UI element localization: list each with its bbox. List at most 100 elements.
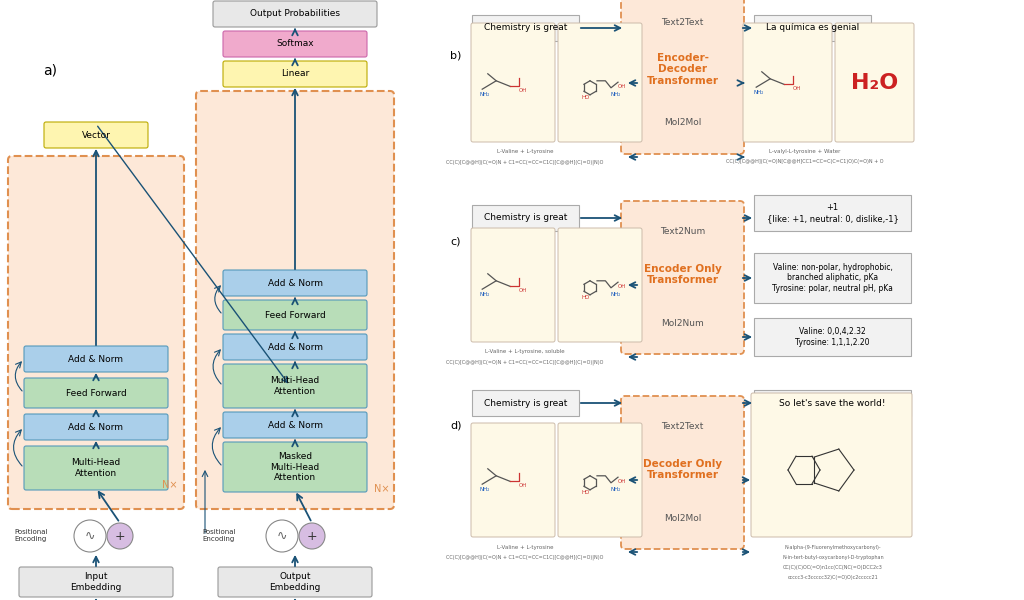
FancyBboxPatch shape [24,446,168,490]
FancyBboxPatch shape [835,23,914,142]
FancyBboxPatch shape [223,412,367,438]
FancyBboxPatch shape [621,396,744,549]
FancyBboxPatch shape [471,228,555,342]
Text: Add & Norm: Add & Norm [267,421,323,430]
FancyBboxPatch shape [472,15,579,41]
Text: OH: OH [793,86,801,91]
FancyBboxPatch shape [218,567,372,597]
Text: b): b) [450,50,462,60]
Text: Vector: Vector [82,130,111,139]
Text: N-alpha-(9-Fluorenylmethoxycarbonyl)-: N-alpha-(9-Fluorenylmethoxycarbonyl)- [784,545,882,550]
FancyBboxPatch shape [196,91,394,509]
Text: Mol2Mol: Mol2Mol [664,118,701,127]
FancyBboxPatch shape [754,318,911,356]
FancyBboxPatch shape [472,390,579,416]
FancyBboxPatch shape [754,195,911,231]
Text: Feed Forward: Feed Forward [66,389,126,397]
Text: NH₂: NH₂ [754,90,764,95]
Text: CC(C)[C@@H](C(=O)N[C@@H]CC1=CC=C(C=C1)O)C(=O)N + O: CC(C)[C@@H](C(=O)N[C@@H]CC1=CC=C(C=C1)O)… [726,160,884,164]
Text: +1
{like: +1, neutral: 0, dislike,-1}: +1 {like: +1, neutral: 0, dislike,-1} [767,203,898,223]
FancyBboxPatch shape [223,442,367,492]
Text: L-Valine + L-tyrosine: L-Valine + L-tyrosine [497,545,553,550]
FancyBboxPatch shape [751,393,912,537]
Text: N×: N× [162,480,178,490]
Text: Add & Norm: Add & Norm [69,422,124,431]
Text: Masked
Multi-Head
Attention: Masked Multi-Head Attention [270,452,319,482]
Text: CC(C)[C@@H](C(=O)N + C1=CC(=CC=C1C)[C@@H](C(=O)|N)O: CC(C)[C@@H](C(=O)N + C1=CC(=CC=C1C)[C@@H… [446,554,604,560]
FancyBboxPatch shape [754,15,871,41]
Text: c): c) [450,237,461,247]
FancyBboxPatch shape [471,423,555,537]
FancyBboxPatch shape [223,31,367,57]
Text: Add & Norm: Add & Norm [267,343,323,352]
Text: NH₂: NH₂ [610,487,621,492]
Text: Valine: non-polar, hydrophobic,
branched aliphatic, pKa
Tyrosine: polar, neutral: Valine: non-polar, hydrophobic, branched… [772,263,893,293]
FancyBboxPatch shape [19,567,173,597]
Text: Text2Num: Text2Num [659,227,706,236]
FancyBboxPatch shape [223,334,367,360]
FancyBboxPatch shape [223,61,367,87]
Text: N×: N× [374,484,390,494]
FancyBboxPatch shape [558,228,642,342]
Text: NH₂: NH₂ [610,92,621,97]
Text: OH: OH [518,483,527,488]
FancyBboxPatch shape [223,364,367,408]
Text: NH₂: NH₂ [480,292,490,297]
Text: OH: OH [618,284,627,289]
Text: Add & Norm: Add & Norm [69,355,124,364]
FancyBboxPatch shape [223,270,367,296]
FancyBboxPatch shape [213,1,377,27]
Text: OH: OH [618,479,627,484]
Text: HO: HO [582,295,590,300]
Text: Chemistry is great: Chemistry is great [483,398,567,407]
Text: Multi-Head
Attention: Multi-Head Attention [72,458,121,478]
Text: Positional
Encoding: Positional Encoding [14,529,47,542]
Text: Decoder Only
Transformer: Decoder Only Transformer [643,459,722,481]
Text: OH: OH [518,288,527,293]
Text: Encoder Only
Transformer: Encoder Only Transformer [643,264,722,286]
Text: Text2Text: Text2Text [662,19,703,28]
Circle shape [106,523,133,549]
Text: Chemistry is great: Chemistry is great [483,214,567,223]
Text: OH: OH [618,84,627,89]
FancyBboxPatch shape [558,23,642,142]
Text: HO: HO [582,490,590,495]
Text: Input
Embedding: Input Embedding [71,572,122,592]
Text: Mol2Num: Mol2Num [662,319,703,328]
Text: L-valyl-L-tyrosine + Water: L-valyl-L-tyrosine + Water [769,149,841,154]
Text: Softmax: Softmax [276,40,313,49]
Text: Add & Norm: Add & Norm [267,278,323,287]
Text: Linear: Linear [281,70,309,79]
Text: Valine: 0,0,4,2.32
Tyrosine: 1,1,1,2.20: Valine: 0,0,4,2.32 Tyrosine: 1,1,1,2.20 [796,328,869,347]
FancyBboxPatch shape [471,23,555,142]
Text: So let's save the world!: So let's save the world! [779,398,886,407]
Text: +: + [115,529,125,542]
Text: CC(C)[C@@H](C(=O)N + C1=CC(=CC=C1C)[C@@H](C(=O)|N)O: CC(C)[C@@H](C(=O)N + C1=CC(=CC=C1C)[C@@H… [446,159,604,165]
Text: Chemistry is great: Chemistry is great [483,23,567,32]
Text: Text2Text: Text2Text [662,422,703,431]
FancyBboxPatch shape [621,201,744,354]
Text: a): a) [43,63,57,77]
Text: NH₂: NH₂ [610,292,621,297]
Text: OH: OH [518,88,527,93]
Text: Output
Embedding: Output Embedding [269,572,321,592]
FancyBboxPatch shape [754,390,911,416]
Text: Mol2Mol: Mol2Mol [664,514,701,523]
FancyBboxPatch shape [621,0,744,154]
Text: CC(C)[C@@H](C(=O)N + C1=CC(=CC=C1C)[C@@H](C(=O)|N)O: CC(C)[C@@H](C(=O)N + C1=CC(=CC=C1C)[C@@H… [446,359,604,365]
Text: HO: HO [582,95,590,100]
Text: Output Probabilities: Output Probabilities [250,10,340,19]
FancyBboxPatch shape [8,156,184,509]
Text: Feed Forward: Feed Forward [264,311,326,319]
Text: Positional
Encoding: Positional Encoding [202,529,236,542]
Text: +: + [306,529,317,542]
FancyBboxPatch shape [472,205,579,231]
Text: L-Valine + L-tyrosine, soluble: L-Valine + L-tyrosine, soluble [485,349,565,355]
FancyBboxPatch shape [24,346,168,372]
FancyBboxPatch shape [743,23,831,142]
Text: ∿: ∿ [85,529,95,542]
Text: N-in-tert-butyl-oxycarbonyl-D-tryptophan: N-in-tert-butyl-oxycarbonyl-D-tryptophan [782,554,884,559]
Text: ccccc3-c3ccccc32)C(=O)O)c2ccccc21: ccccc3-c3ccccc32)C(=O)O)c2ccccc21 [787,575,879,580]
FancyBboxPatch shape [44,122,148,148]
Text: CC(C)(C)OC(=O)n1cc(CC(NC(=O)DCC2c3: CC(C)(C)OC(=O)n1cc(CC(NC(=O)DCC2c3 [783,565,883,569]
